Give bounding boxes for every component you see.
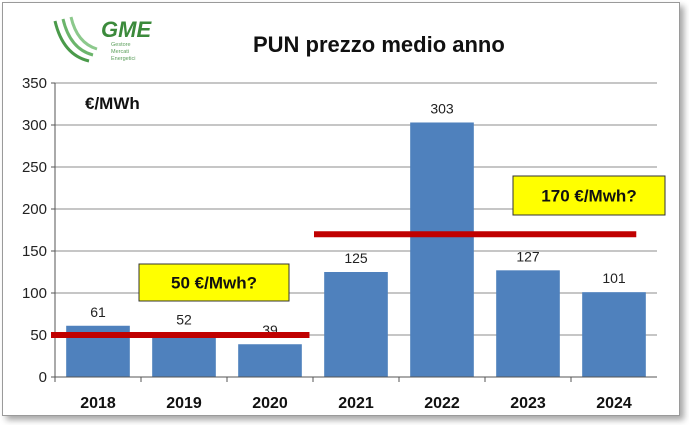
- logo-subtitle-1: Gestore: [111, 42, 131, 48]
- y-tick-label: 350: [22, 75, 47, 92]
- y-tick-label: 150: [22, 243, 47, 260]
- y-tick-label: 50: [30, 327, 47, 344]
- annotations: 50 €/Mwh? 170 €/Mwh?: [51, 175, 666, 338]
- logo-subtitle-2: Mercati: [111, 49, 129, 55]
- data-label: 303: [430, 100, 454, 116]
- x-tick-label: 2020: [252, 395, 288, 412]
- callout-text: 170 €/Mwh?: [541, 187, 636, 206]
- unit-label: €/MWh: [85, 94, 140, 113]
- bars: [66, 122, 646, 377]
- data-label: 101: [602, 270, 626, 286]
- callout-box: [512, 175, 666, 216]
- data-label: 61: [90, 304, 106, 320]
- callout-box: [138, 263, 290, 302]
- y-tick-label: 200: [22, 201, 47, 218]
- y-tick-label: 100: [22, 285, 47, 302]
- chart-frame: GME Gestore Mercati Energetici PUN prezz…: [2, 2, 680, 416]
- bar-chart: GME Gestore Mercati Energetici PUN prezz…: [22, 16, 666, 412]
- data-label: 52: [176, 311, 192, 327]
- bar: [582, 292, 646, 377]
- x-tick-label: 2018: [80, 395, 116, 412]
- y-axis-ticks: 0 50 100 150 200 250 300 350: [22, 75, 55, 386]
- bar: [238, 344, 302, 377]
- x-tick-label: 2022: [424, 395, 460, 412]
- logo-name: GME: [101, 17, 152, 42]
- y-tick-label: 250: [22, 159, 47, 176]
- logo-subtitle-3: Energetici: [111, 56, 135, 62]
- bar: [410, 122, 474, 377]
- x-tick-label: 2024: [596, 395, 632, 412]
- x-tick-label: 2023: [510, 395, 546, 412]
- y-tick-label: 0: [39, 369, 47, 386]
- data-label: 125: [344, 250, 368, 266]
- gme-logo: GME Gestore Mercati Energetici: [53, 16, 152, 63]
- bar: [496, 270, 560, 377]
- callout-text: 50 €/Mwh?: [171, 274, 257, 293]
- x-tick-label: 2021: [338, 395, 374, 412]
- chart-title: PUN prezzo medio anno: [253, 32, 505, 57]
- bar: [152, 333, 216, 377]
- bar: [324, 272, 388, 377]
- axes: [54, 83, 657, 378]
- x-axis-ticks: 2018 2019 2020 2021 2022 2023 2024: [54, 377, 632, 412]
- data-label: 127: [516, 248, 540, 264]
- y-tick-label: 300: [22, 117, 47, 134]
- x-tick-label: 2019: [166, 395, 202, 412]
